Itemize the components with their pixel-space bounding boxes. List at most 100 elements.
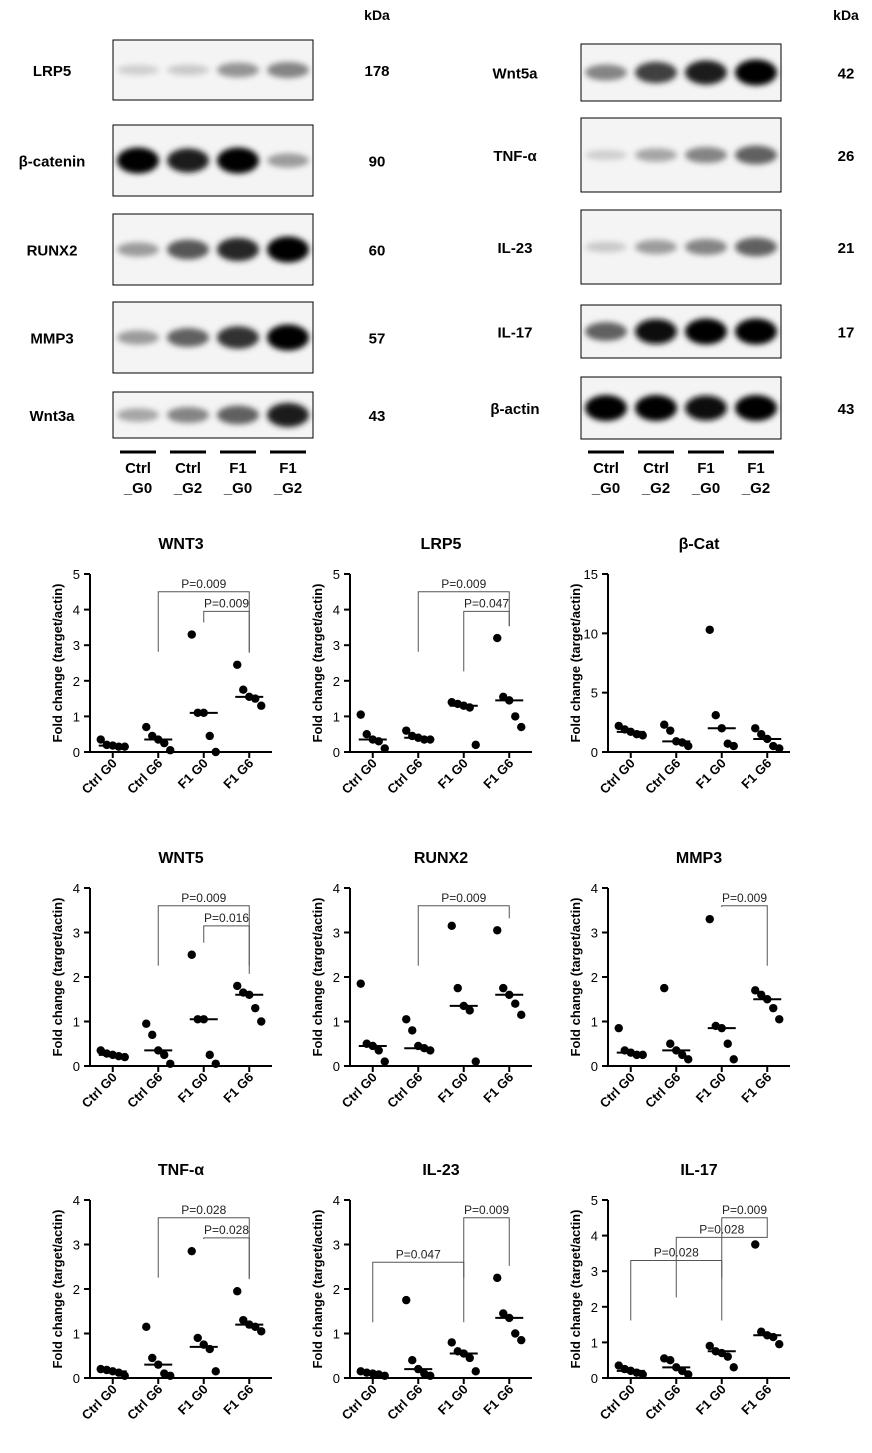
y-tick-label: 1 (591, 1335, 598, 1350)
y-tick-label: 0 (591, 1371, 598, 1386)
kda-value: 90 (369, 154, 386, 171)
x-tick-label: F1 G6 (220, 756, 256, 792)
data-point (251, 694, 260, 703)
y-tick-label: 2 (591, 1300, 598, 1315)
data-point (120, 1371, 129, 1380)
blot-band (117, 408, 159, 422)
blot-row: Wnt5a 42 (493, 43, 854, 102)
y-axis-label: Fold change (target/actin) (50, 584, 65, 743)
p-value-label: P=0.028 (181, 1203, 226, 1217)
y-tick-label: 1 (333, 709, 340, 724)
blot-row: IL-23 21 (497, 209, 854, 285)
data-point (638, 731, 647, 740)
x-tick-label: F1 G0 (693, 1382, 729, 1418)
p-value-label: P=0.016 (204, 911, 249, 925)
data-point (362, 730, 371, 739)
data-point (757, 730, 766, 739)
data-point (729, 1363, 738, 1372)
x-tick-label: F1 G0 (693, 756, 729, 792)
blot-band (685, 318, 727, 345)
blot-band (735, 318, 777, 345)
data-point (447, 1338, 456, 1347)
protein-label: β-actin (490, 401, 539, 418)
data-point (205, 731, 214, 741)
scatter-chart: MMP3 0 1 2 3 4 Fold change (target/actin) Ctrl … (568, 850, 790, 1111)
y-tick-label: 0 (73, 1371, 80, 1386)
y-tick-label: 2 (73, 1282, 80, 1297)
lane-label: F1 (279, 460, 297, 477)
data-point (426, 735, 435, 744)
data-point (493, 1273, 502, 1283)
y-tick-label: 1 (73, 709, 80, 724)
kda-value: 60 (369, 243, 386, 260)
blot-band (217, 326, 259, 349)
blot-band (735, 395, 777, 421)
p-value-label: P=0.009 (181, 577, 226, 591)
p-value-label: P=0.028 (654, 1246, 699, 1260)
data-point (711, 711, 720, 720)
data-point (447, 921, 456, 931)
protein-label: IL-23 (497, 240, 532, 257)
blot-band (585, 64, 627, 81)
data-point (775, 1339, 784, 1349)
data-point (205, 1050, 214, 1060)
data-point (666, 726, 675, 735)
data-point (517, 1010, 526, 1020)
data-point (729, 1055, 738, 1064)
data-point (453, 983, 462, 993)
data-point (769, 1332, 778, 1342)
data-point (471, 740, 480, 750)
protein-label: Wnt5a (493, 66, 539, 83)
x-tick-label: Ctrl G6 (124, 1382, 165, 1423)
kda-value: 178 (364, 63, 389, 80)
data-point (211, 1059, 220, 1068)
blot-band (685, 146, 727, 164)
significance-bracket (675, 1232, 768, 1298)
x-tick-label: Ctrl G0 (79, 1382, 120, 1423)
data-point (408, 1026, 417, 1035)
data-point (775, 744, 784, 753)
data-point (142, 1322, 151, 1332)
data-point (257, 1327, 266, 1336)
blot-band (585, 395, 627, 421)
y-axis-label: Fold change (target/actin) (50, 1210, 65, 1369)
y-tick-label: 2 (73, 970, 80, 985)
significance-bracket (721, 905, 768, 966)
x-tick-label: Ctrl G0 (597, 1070, 638, 1111)
data-point (187, 950, 196, 959)
scatter-chart: TNF-α 0 1 2 3 4 Fold change (target/actin) Ctrl… (50, 1162, 272, 1423)
data-point (465, 1353, 474, 1363)
data-point (471, 1057, 480, 1066)
y-tick-label: 2 (73, 674, 80, 689)
protein-label: β-catenin (19, 154, 86, 171)
data-point (660, 983, 669, 993)
blot-band (167, 148, 209, 173)
y-tick-label: 4 (73, 881, 80, 896)
blot-band (635, 61, 677, 84)
p-value-label: P=0.009 (722, 891, 767, 905)
blot-band (585, 149, 627, 161)
lane-label: _G2 (741, 480, 770, 497)
data-point (233, 660, 242, 669)
scatter-chart: IL-17 0 1 2 3 4 5 Fold change (target/actin) Ctr… (568, 1162, 790, 1423)
blot-band (217, 62, 259, 78)
data-point (775, 1015, 784, 1024)
x-tick-label: F1 G0 (435, 1382, 471, 1418)
chart-title: WNT5 (158, 850, 203, 867)
y-tick-label: 2 (333, 1282, 340, 1297)
blot-band (635, 395, 677, 421)
lane-label: _G2 (273, 480, 302, 497)
x-tick-label: Ctrl G0 (79, 756, 120, 797)
blot-row: MMP3 57 (30, 301, 385, 374)
y-tick-label: 1 (73, 1327, 80, 1342)
y-tick-label: 0 (591, 1059, 598, 1074)
data-point (374, 737, 383, 746)
y-tick-label: 5 (333, 567, 340, 582)
data-point (684, 1370, 693, 1379)
chart-title: IL-17 (680, 1162, 717, 1179)
protein-label: LRP5 (33, 63, 71, 80)
x-tick-label: F1 G0 (175, 1382, 211, 1418)
lane-label: F1 (697, 460, 715, 477)
y-tick-label: 2 (333, 970, 340, 985)
data-point (402, 1295, 411, 1305)
